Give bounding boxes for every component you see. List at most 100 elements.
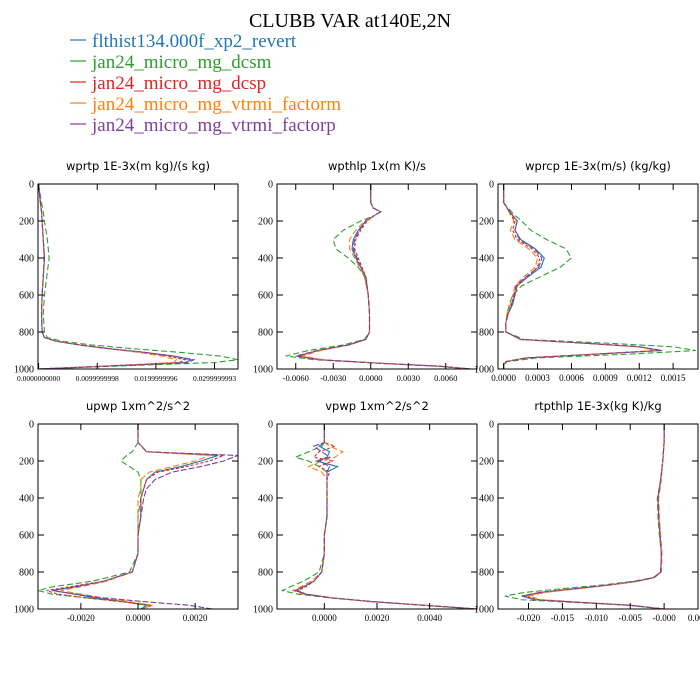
y-tick-label: 0 (489, 420, 494, 431)
series-line (38, 184, 196, 369)
x-tick-label: 0.0000 (126, 613, 151, 623)
series-line (301, 184, 471, 369)
series-line (285, 184, 471, 369)
panel-title: rtpthlp 1E-3x(kg K)/kg (534, 399, 661, 413)
x-tick-label: 0.0060 (434, 373, 457, 383)
x-tick-label: 0.0000 (312, 613, 337, 623)
x-tick-label: -0.005 (619, 613, 643, 623)
series-line (60, 424, 210, 609)
series-line (298, 184, 471, 369)
panel: wprcp 1E-3x(m/s) (kg/kg) 0 200 400 600 800 100… (474, 159, 699, 383)
legend-entry: jan24_micro_mg_vtrmi_factorp (91, 115, 336, 136)
series-line (38, 184, 193, 369)
series-line (298, 184, 471, 369)
figure-title: CLUBB VAR at140E,2N (249, 10, 451, 32)
y-tick-label: 400 (19, 494, 34, 505)
y-tick-label: 400 (258, 254, 273, 265)
x-tick-label: -0.010 (585, 613, 609, 623)
series-line (293, 424, 477, 609)
series-line (521, 424, 665, 609)
y-tick-label: 800 (258, 568, 273, 579)
x-tick-label: 0.0006 (559, 373, 584, 383)
plot-frame (276, 183, 478, 370)
y-tick-label: 400 (258, 494, 273, 505)
series-line (46, 424, 224, 609)
x-tick-label: 0.0020 (365, 613, 390, 623)
legend: flthist134.000f_xp2_revertjan24_micro_mg… (70, 31, 341, 136)
y-tick-label: 400 (479, 494, 494, 505)
y-tick-label: 200 (479, 217, 494, 228)
series-line (280, 424, 477, 609)
series-line (38, 184, 187, 369)
y-tick-label: 800 (19, 568, 34, 579)
legend-entry: jan24_micro_mg_dcsm (91, 52, 272, 73)
y-tick-label: 200 (479, 457, 494, 468)
y-tick-label: 600 (258, 291, 273, 302)
series-line (524, 424, 665, 609)
y-tick-label: 800 (479, 568, 494, 579)
x-tick-label: 0.0012 (627, 373, 652, 383)
y-tick-label: 800 (258, 328, 273, 339)
y-tick-label: 800 (479, 328, 494, 339)
series-line (52, 424, 219, 609)
y-tick-label: 1000 (474, 605, 494, 616)
x-tick-label: -0.015 (551, 613, 575, 623)
plot-frame (276, 423, 478, 610)
y-tick-label: 600 (19, 531, 34, 542)
panel: upwp 1xm^2/s^2 0 200 400 600 800 1000 -0.0020 0.… (14, 399, 239, 623)
panel-title: vpwp 1xm^2/s^2 (325, 399, 429, 413)
y-tick-label: 200 (19, 457, 34, 468)
panel: rtpthlp 1E-3x(kg K)/kg 0 200 400 600 800 1000 -… (474, 399, 700, 623)
x-tick-label: -0.0030 (320, 373, 346, 383)
y-tick-label: 400 (479, 254, 494, 265)
x-tick-label: 0.0009 (593, 373, 618, 383)
x-tick-label: 0.0000 (491, 373, 516, 383)
y-tick-label: 0 (268, 420, 273, 431)
y-tick-label: 1000 (474, 365, 494, 376)
x-tick-label: 0.0015 (661, 373, 686, 383)
y-tick-label: 200 (258, 217, 273, 228)
x-tick-label: -0.0060 (283, 373, 309, 383)
x-tick-label: 0.0030 (397, 373, 420, 383)
panel-title: wpthlp 1x(m K)/s (328, 159, 426, 173)
series-line (503, 184, 696, 369)
y-tick-label: 200 (19, 217, 34, 228)
panel-title: upwp 1xm^2/s^2 (86, 399, 190, 413)
panel: wpthlp 1x(m K)/s 0 200 400 600 800 1000 -0.0060… (253, 159, 478, 383)
x-tick-label: 0.0000000000 (17, 374, 60, 383)
y-tick-label: 600 (479, 531, 494, 542)
x-tick-label: 0.005 (688, 613, 700, 623)
series-line (38, 424, 152, 609)
panel-title: wprtp 1E-3x(m kg)/(s kg) (66, 159, 210, 173)
series-line (52, 424, 238, 609)
y-tick-label: 600 (258, 531, 273, 542)
y-tick-label: 1000 (253, 365, 273, 376)
plot-frame (497, 183, 699, 370)
series-line (521, 424, 665, 609)
y-tick-label: 0 (489, 180, 494, 191)
x-tick-label: 0.0040 (417, 613, 442, 623)
y-tick-label: 800 (19, 328, 34, 339)
panel: wprtp 1E-3x(m kg)/(s kg) 0 200 400 600 800 100… (14, 159, 239, 383)
y-tick-label: 200 (258, 457, 273, 468)
series-line (38, 184, 238, 369)
legend-entry: flthist134.000f_xp2_revert (92, 31, 297, 52)
series-line (295, 184, 471, 369)
y-tick-label: 600 (479, 291, 494, 302)
x-tick-label: -0.000 (652, 613, 676, 623)
y-tick-label: 600 (19, 291, 34, 302)
plot-frame (37, 183, 239, 370)
x-tick-label: -0.0020 (67, 613, 95, 623)
series-line (296, 424, 477, 609)
x-tick-label: 0.0000 (359, 373, 382, 383)
panel-title: wprcp 1E-3x(m/s) (kg/kg) (525, 159, 671, 173)
legend-entry: jan24_micro_mg_dcsp (91, 73, 266, 94)
x-tick-label: 0.0099999998 (76, 374, 119, 383)
y-tick-label: 0 (29, 420, 34, 431)
plot-frame (497, 423, 699, 610)
panel: vpwp 1xm^2/s^2 0 200 400 600 800 1000 0.0000 0.0… (253, 399, 478, 623)
y-tick-label: 0 (29, 180, 34, 191)
x-tick-label: 0.0003 (525, 373, 550, 383)
y-tick-label: 0 (268, 180, 273, 191)
